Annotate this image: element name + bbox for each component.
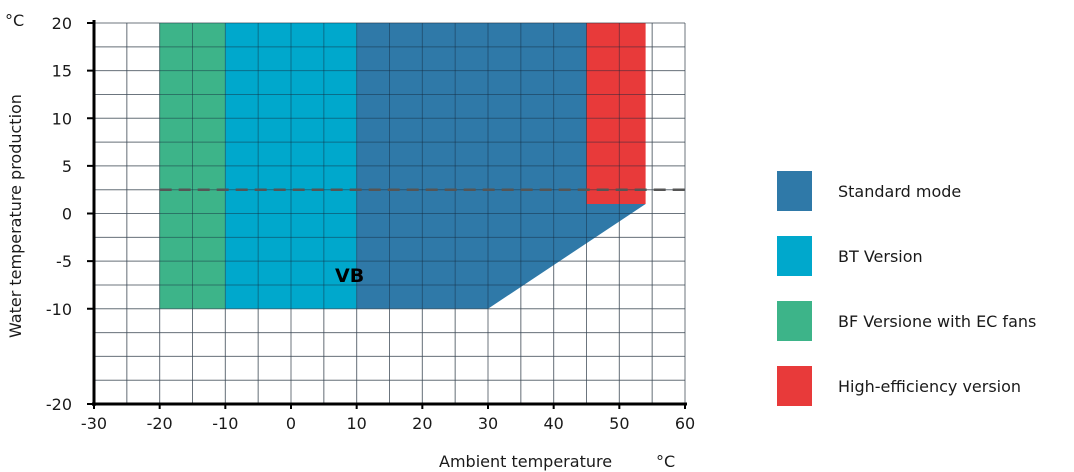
legend-item-high-efficiency: High-efficiency version (777, 366, 1067, 406)
y-axis-title: Water temperature production (6, 94, 25, 338)
legend-swatch (777, 366, 812, 406)
x-tick-label: 0 (286, 414, 296, 433)
y-unit-label: °C (5, 11, 24, 30)
legend: Standard mode BT Version BF Versione wit… (777, 171, 1067, 431)
x-tick-label: 60 (675, 414, 695, 433)
x-tick-label: 20 (412, 414, 432, 433)
legend-swatch (777, 171, 812, 211)
legend-swatch (777, 236, 812, 276)
x-tick-label: 30 (478, 414, 498, 433)
x-unit-label: °C (656, 452, 675, 471)
x-tick-label: -10 (212, 414, 238, 433)
legend-item-standard: Standard mode (777, 171, 1067, 211)
legend-item-bf: BF Versione with EC fans (777, 301, 1067, 341)
legend-swatch (777, 301, 812, 341)
x-axis-title: Ambient temperature (439, 452, 612, 471)
x-tick-label: -20 (147, 414, 173, 433)
x-tick-label: 40 (543, 414, 563, 433)
x-tick-label: 10 (346, 414, 366, 433)
y-tick-label: -20 (46, 395, 72, 414)
y-tick-label: 20 (52, 14, 72, 33)
area-high-efficiency-version (587, 23, 646, 204)
legend-label: High-efficiency version (838, 377, 1021, 396)
y-tick-label: 10 (52, 109, 72, 128)
legend-label: Standard mode (838, 182, 961, 201)
x-tick-label: 50 (609, 414, 629, 433)
y-tick-label: 0 (62, 205, 72, 224)
y-tick-label: 15 (52, 62, 72, 81)
legend-label: BT Version (838, 247, 923, 266)
legend-item-bt: BT Version (777, 236, 1067, 276)
y-tick-label: -5 (56, 252, 72, 271)
y-tick-label: -10 (46, 300, 72, 319)
x-tick-label: -30 (81, 414, 107, 433)
legend-label: BF Versione with EC fans (838, 312, 1036, 331)
y-tick-label: 5 (62, 157, 72, 176)
region-label-vb: VB (335, 265, 364, 287)
